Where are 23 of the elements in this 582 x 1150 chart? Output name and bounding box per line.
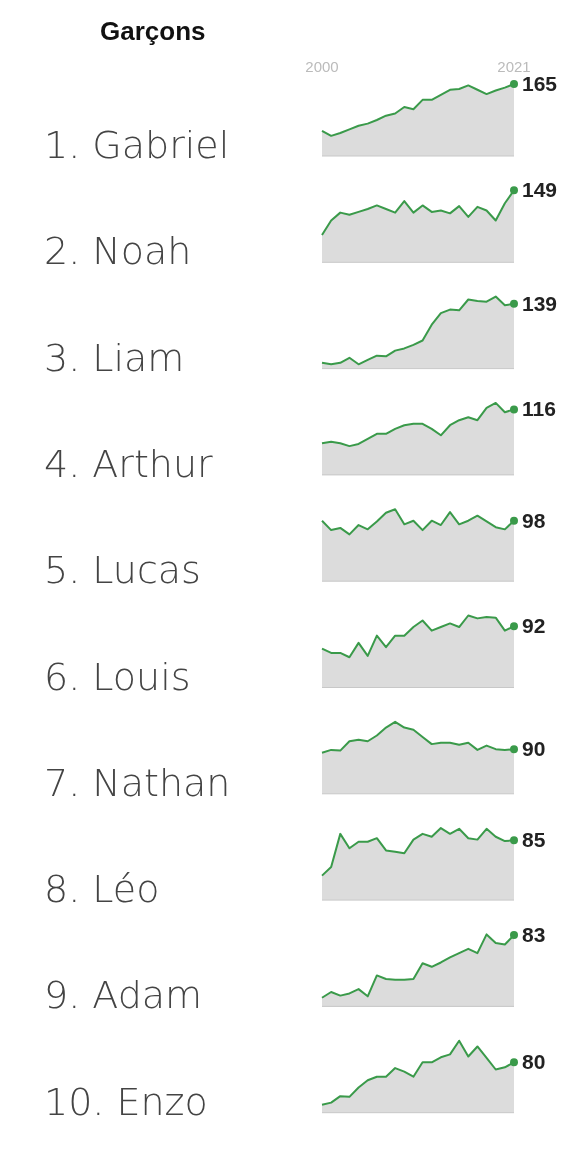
x-tick-label: 2000: [305, 58, 339, 75]
text: 7. Nathan: [44, 760, 231, 805]
text: 92: [522, 614, 546, 638]
text: 165: [522, 72, 558, 95]
text: 1. Gabriel: [44, 123, 230, 167]
x-tick-label: 2021: [497, 58, 531, 75]
text: 98: [522, 508, 546, 532]
text: 6. Louis: [44, 654, 191, 699]
chart-subtitle: Garçons: [100, 16, 206, 46]
text: 9. Adam: [44, 973, 203, 1018]
text: 90: [522, 737, 546, 761]
text: 8. Léo: [44, 867, 160, 912]
text: 4. Arthur: [44, 441, 214, 486]
text: 2. Noah: [44, 229, 192, 274]
text: 116: [522, 397, 556, 421]
text: 139: [522, 291, 558, 315]
text: 85: [522, 828, 546, 852]
text: 83: [522, 923, 546, 947]
text: 10. Enzo: [44, 1079, 208, 1124]
text: 149: [522, 178, 558, 202]
text: 5. Lucas: [44, 548, 201, 593]
text: 3. Liam: [44, 335, 185, 380]
text: 80: [522, 1050, 546, 1074]
